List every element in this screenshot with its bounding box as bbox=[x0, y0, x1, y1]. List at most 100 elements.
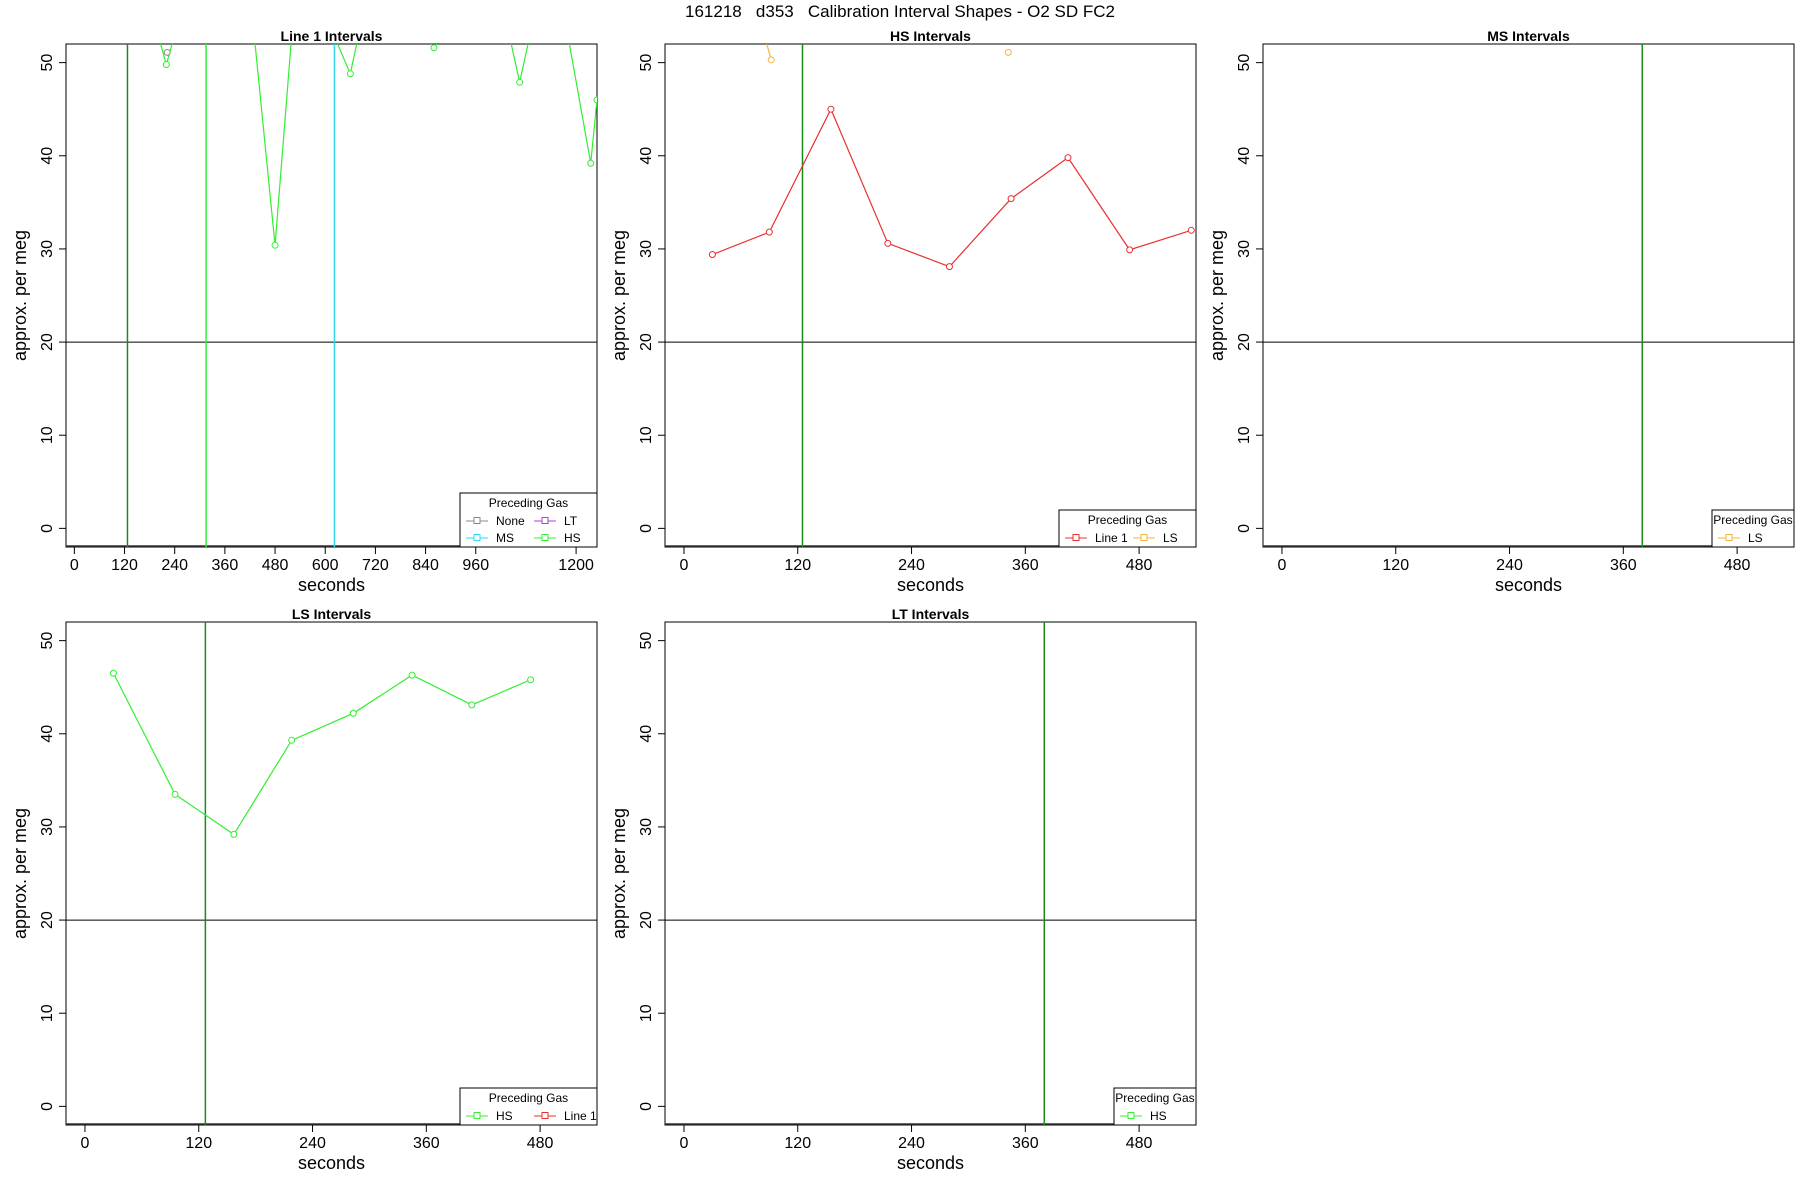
panel-title: HS Intervals bbox=[890, 28, 971, 44]
series-none bbox=[163, 48, 171, 56]
data-point bbox=[1126, 246, 1134, 254]
x-tick-label: 0 bbox=[680, 557, 689, 574]
y-tick-label: 40 bbox=[1236, 147, 1253, 165]
y-axis-label: approx. per meg bbox=[609, 808, 629, 939]
legend: Preceding Gas LS bbox=[1711, 509, 1795, 548]
legend-swatch-marker bbox=[541, 534, 549, 541]
y-tick-label: 0 bbox=[638, 1102, 655, 1111]
x-axis: 0 120 240 360 480 bbox=[81, 1125, 554, 1152]
legend: Preceding Gas HS Line 1 bbox=[459, 1087, 598, 1126]
y-tick-label: 30 bbox=[39, 240, 56, 258]
y-tick-label: 50 bbox=[39, 54, 56, 72]
legend-label: LT bbox=[564, 514, 578, 528]
legend: Preceding Gas Line 1 LS bbox=[1058, 509, 1197, 548]
data-point bbox=[516, 78, 524, 86]
legend-item: Line 1 bbox=[534, 1109, 597, 1123]
data-point bbox=[765, 228, 773, 236]
y-tick-label: 40 bbox=[39, 147, 56, 165]
series-line bbox=[712, 107, 1192, 268]
x-tick-label: 240 bbox=[898, 557, 925, 574]
y-axis: 0 10 20 30 40 50 bbox=[39, 54, 66, 533]
data-point bbox=[1004, 48, 1012, 56]
series-line-1 bbox=[708, 105, 1195, 271]
x-tick-label: 240 bbox=[161, 557, 188, 574]
plot-frame bbox=[664, 621, 1197, 1126]
x-tick-label: 240 bbox=[299, 1135, 326, 1152]
series-hs bbox=[109, 669, 535, 838]
legend-title: Preceding Gas bbox=[1115, 1091, 1194, 1105]
y-axis: 0 10 20 30 40 50 bbox=[638, 632, 665, 1111]
y-tick-label: 10 bbox=[39, 426, 56, 444]
x-tick-label: 600 bbox=[312, 557, 339, 574]
x-tick-label: 960 bbox=[462, 557, 489, 574]
x-tick-label: 360 bbox=[1610, 557, 1637, 574]
legend-swatch-marker bbox=[473, 1112, 481, 1119]
y-tick-label: 0 bbox=[39, 1102, 56, 1111]
y-tick-label: 20 bbox=[638, 911, 655, 929]
y-tick-label: 20 bbox=[39, 333, 56, 351]
x-tick-label: 840 bbox=[412, 557, 439, 574]
data-point bbox=[708, 251, 716, 259]
plot-area bbox=[665, 44, 1196, 547]
legend-swatch-marker bbox=[473, 534, 481, 541]
data-point bbox=[271, 241, 279, 249]
x-tick-label: 0 bbox=[81, 1135, 90, 1152]
x-axis-label: seconds bbox=[897, 1153, 964, 1173]
x-tick-label: 120 bbox=[111, 557, 138, 574]
legend-label: HS bbox=[564, 531, 581, 545]
legend-swatch-marker bbox=[1072, 534, 1080, 541]
panel-title: LT Intervals bbox=[892, 606, 970, 622]
legend-box bbox=[1058, 509, 1197, 548]
y-axis: 0 10 20 30 40 50 bbox=[39, 632, 66, 1111]
data-point bbox=[587, 159, 595, 167]
data-point bbox=[1187, 226, 1195, 234]
legend-swatch-marker bbox=[1140, 534, 1148, 541]
x-tick-label: 480 bbox=[262, 557, 289, 574]
x-axis: 0 120 240 360 480 600 720 840 960 1200 bbox=[70, 547, 594, 574]
legend-title: Preceding Gas bbox=[1088, 513, 1167, 527]
x-tick-label: 0 bbox=[1278, 557, 1287, 574]
panel-title: Line 1 Intervals bbox=[281, 28, 383, 44]
data-point bbox=[593, 96, 597, 104]
legend: Preceding Gas None LT MS HS bbox=[459, 492, 598, 548]
y-tick-label: 0 bbox=[638, 524, 655, 533]
y-axis-label: approx. per meg bbox=[10, 230, 30, 361]
panel-3: MS Intervals 0 120 240 360 480 0 10 20 30 40 50 seco… bbox=[1207, 28, 1795, 595]
plot-frame bbox=[65, 621, 598, 1126]
legend-swatch-marker bbox=[541, 1112, 549, 1119]
data-point bbox=[767, 56, 775, 64]
x-tick-label: 120 bbox=[784, 557, 811, 574]
series-hs bbox=[159, 44, 597, 249]
y-tick-label: 50 bbox=[638, 54, 655, 72]
y-tick-label: 40 bbox=[638, 725, 655, 743]
panel-5: LT Intervals 0 120 240 360 480 0 10 20 30 40 50 seco… bbox=[609, 606, 1197, 1173]
x-tick-label: 360 bbox=[1012, 557, 1039, 574]
y-tick-label: 20 bbox=[1236, 333, 1253, 351]
x-tick-label: 120 bbox=[784, 1135, 811, 1152]
x-tick-label: 360 bbox=[212, 557, 239, 574]
legend-label: Line 1 bbox=[564, 1109, 597, 1123]
y-tick-label: 30 bbox=[638, 240, 655, 258]
legend-label: LS bbox=[1748, 531, 1763, 545]
x-tick-label: 480 bbox=[1126, 557, 1153, 574]
legend-swatch-marker bbox=[473, 517, 481, 524]
panel-title: MS Intervals bbox=[1487, 28, 1570, 44]
x-axis-label: seconds bbox=[298, 575, 365, 595]
plot-area bbox=[665, 622, 1196, 1125]
plot-area bbox=[1263, 44, 1794, 547]
legend-title: Preceding Gas bbox=[489, 1091, 568, 1105]
data-point bbox=[827, 105, 835, 113]
y-tick-label: 50 bbox=[39, 632, 56, 650]
plot-frame bbox=[65, 43, 598, 548]
legend-item: HS bbox=[466, 1109, 513, 1123]
y-tick-label: 40 bbox=[39, 725, 56, 743]
y-tick-label: 20 bbox=[638, 333, 655, 351]
x-tick-label: 360 bbox=[413, 1135, 440, 1152]
x-tick-label: 480 bbox=[1126, 1135, 1153, 1152]
x-tick-label: 120 bbox=[185, 1135, 212, 1152]
legend-item: HS bbox=[1120, 1109, 1167, 1123]
data-point bbox=[230, 830, 238, 838]
legend-label: None bbox=[496, 514, 525, 528]
x-axis-label: seconds bbox=[897, 575, 964, 595]
